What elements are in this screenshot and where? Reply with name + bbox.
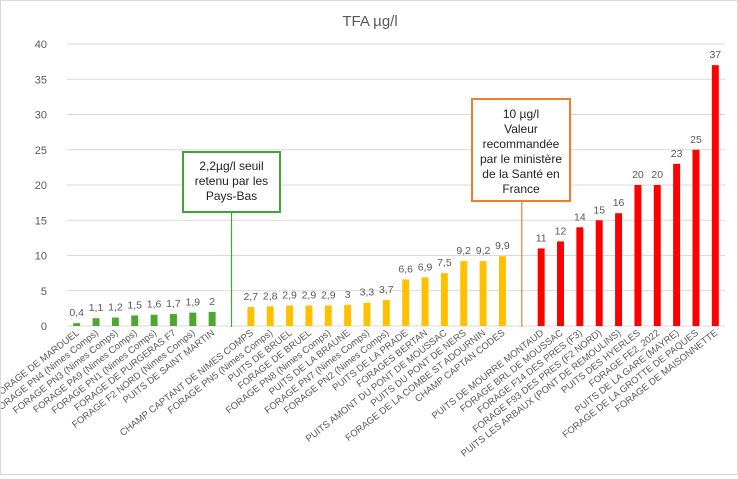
france-recommendation-annotation: 10 µg/l Valeur recommandée par le minist… <box>471 98 571 202</box>
data-label: 0,4 <box>69 307 84 319</box>
bar <box>557 241 564 326</box>
data-label: 6,6 <box>398 263 413 275</box>
annotation-line: par le ministère <box>479 152 563 166</box>
annotation-line: Valeur <box>504 122 538 136</box>
data-label: 11 <box>536 232 547 244</box>
annotation-line: 2,2µg/l seuil <box>199 159 264 173</box>
data-label: 20 <box>651 169 663 181</box>
annotation-line: de la Santé en <box>482 167 560 181</box>
data-label: 9,2 <box>476 245 491 257</box>
bar <box>382 299 390 326</box>
annotation-line: France <box>502 182 540 196</box>
bar <box>653 185 661 326</box>
y-tick-label: 0 <box>41 321 47 333</box>
bar <box>692 149 700 326</box>
y-tick-label: 15 <box>35 215 47 227</box>
y-tick-label: 20 <box>35 180 47 192</box>
bar <box>344 304 352 326</box>
data-label: 2,7 <box>244 291 259 303</box>
bar <box>440 273 448 326</box>
netherlands-threshold-annotation: 2,2µg/l seuil retenu par les Pays-Bas <box>182 151 281 213</box>
annotation-line: retenu par les <box>194 174 269 188</box>
data-label: 23 <box>671 148 683 160</box>
bar <box>576 227 584 326</box>
bar <box>169 314 177 326</box>
data-label: 1,6 <box>147 299 162 311</box>
bar <box>208 311 216 326</box>
bar <box>460 261 468 326</box>
data-label: 7,5 <box>437 257 452 269</box>
grid-lines <box>67 43 725 327</box>
bar <box>131 315 139 326</box>
bar <box>247 306 255 326</box>
data-label: 1,9 <box>185 297 200 309</box>
bar <box>595 220 603 326</box>
bar <box>402 279 410 326</box>
y-tick-label: 5 <box>41 286 47 298</box>
data-label: 1,7 <box>166 298 181 310</box>
bar <box>498 256 506 326</box>
reference-lines <box>230 202 523 327</box>
data-label: 1,5 <box>127 299 142 311</box>
data-label: 15 <box>593 204 605 216</box>
bar <box>305 305 313 326</box>
data-label: 2,9 <box>282 290 297 302</box>
data-label: 6,9 <box>418 261 433 273</box>
bar <box>286 305 294 326</box>
value-labels: 0,4 1,1 1,2 1,5 1,6 1,7 1,9 2 2,7 2,8 2,9 2,9 2,9 3 3,… <box>69 49 721 319</box>
bar <box>266 306 274 326</box>
data-label: 37 <box>709 49 721 61</box>
y-tick-label: 35 <box>35 74 47 86</box>
data-label: 9,2 <box>456 245 471 257</box>
bar <box>673 163 681 326</box>
bar <box>73 323 81 326</box>
chart-title: TFA µg/l <box>342 13 397 30</box>
data-label: 3,3 <box>360 287 375 299</box>
bar <box>711 65 719 327</box>
bar <box>324 305 332 326</box>
data-label: 3,7 <box>379 284 394 296</box>
bar <box>150 314 158 326</box>
data-label: 2 <box>209 296 215 308</box>
bars <box>73 65 719 327</box>
data-label: 3 <box>345 289 351 301</box>
bar <box>537 248 545 326</box>
bar <box>421 277 429 326</box>
annotation-line: recommandée <box>482 137 560 151</box>
bar <box>111 317 119 326</box>
annotation-line: Pays-Bas <box>205 189 258 203</box>
bar <box>615 213 623 326</box>
y-tick-label: 10 <box>35 251 47 263</box>
bar <box>363 302 371 326</box>
bar <box>634 185 642 326</box>
bar <box>92 318 100 326</box>
bar <box>189 312 197 326</box>
data-label: 2,8 <box>263 290 278 302</box>
data-label: 25 <box>690 134 702 146</box>
data-label: 2,9 <box>302 290 317 302</box>
data-label: 14 <box>574 211 586 223</box>
data-label: 12 <box>555 225 567 237</box>
data-label: 9,9 <box>495 240 510 252</box>
data-label: 16 <box>613 197 625 209</box>
y-tick-label: 40 <box>35 39 47 51</box>
data-label: 20 <box>632 169 644 181</box>
bar <box>479 261 487 326</box>
y-axis: 0 5 10 15 20 25 30 35 40 <box>35 39 47 333</box>
data-label: 2,9 <box>321 290 336 302</box>
data-label: 1,1 <box>89 302 104 314</box>
annotation-line: 10 µg/l <box>502 107 540 121</box>
data-label: 1,2 <box>108 302 123 314</box>
y-tick-label: 25 <box>35 145 47 157</box>
y-tick-label: 30 <box>35 110 47 122</box>
